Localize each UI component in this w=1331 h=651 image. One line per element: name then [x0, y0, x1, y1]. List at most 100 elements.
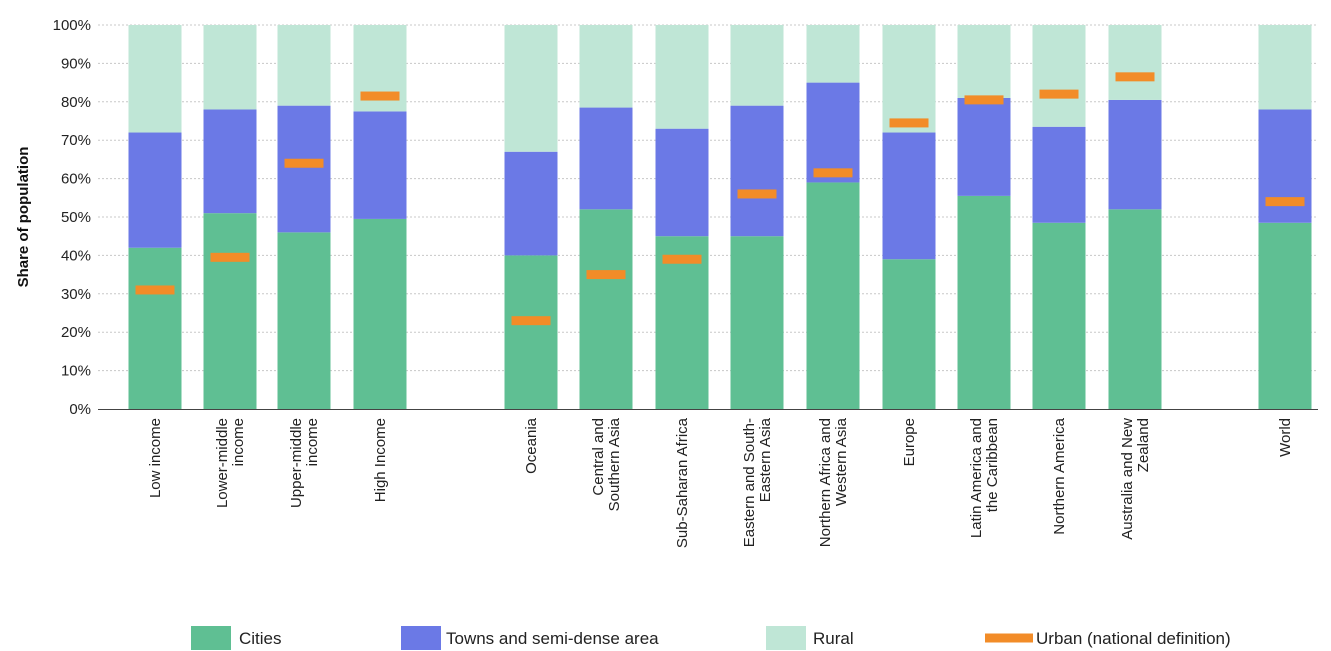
urban-marker [662, 254, 702, 264]
x-category-label: Sub-Saharan Africa [674, 417, 691, 548]
y-tick-label: 100% [53, 17, 91, 34]
bar-segment-towns [579, 107, 633, 210]
bar-segment-cities [730, 236, 784, 409]
bar-segment-towns [730, 105, 784, 237]
x-category-label: Central and Southern Asia [590, 417, 623, 511]
urban-marker [1115, 72, 1155, 82]
legend-swatch [191, 626, 231, 650]
x-category-label-line: Zealand [1135, 418, 1152, 472]
bars [128, 25, 1312, 409]
x-category-label: Low income [147, 418, 164, 498]
bar-segment-cities [504, 255, 558, 409]
legend-label: Rural [813, 629, 854, 648]
y-tick-label: 70% [61, 132, 91, 149]
x-category-label-line: Northern America [1051, 417, 1068, 534]
x-category-label: Latin America and the Caribbean [968, 418, 1001, 538]
x-category-label-line: Eastern Asia [757, 417, 774, 502]
bar-segment-cities [128, 247, 182, 409]
category-labels: Low income Lower-middle income Upper-middle… [147, 417, 1294, 548]
x-category-label: Europe [901, 418, 918, 466]
bar-segment-cities [579, 209, 633, 409]
legend: Cities Towns and semi-dense area Rural Urba… [191, 626, 1231, 650]
bar-segment-towns [128, 132, 182, 248]
x-category-label-line: Southern Asia [606, 417, 623, 511]
x-category-label: Lower-middle income [214, 418, 247, 508]
x-category-label-line: Central and [590, 418, 607, 496]
bar-segment-rural [128, 25, 182, 133]
bar-segment-towns [1108, 99, 1162, 210]
bar-segment-rural [1258, 25, 1312, 110]
x-category-label-line: Western Asia [833, 417, 850, 506]
bar-segment-rural [882, 25, 936, 133]
bar-segment-towns [957, 97, 1011, 196]
bar-segment-towns [806, 82, 860, 183]
urban-marker [1265, 197, 1305, 207]
bar-segment-towns [353, 111, 407, 219]
legend-label: Cities [239, 629, 282, 648]
x-category-label: High Income [372, 418, 389, 502]
urban-marker [586, 270, 626, 280]
y-tick-label: 80% [61, 94, 91, 111]
y-tick-label: 20% [61, 324, 91, 341]
x-category-label: Upper-middle income [288, 418, 321, 508]
bar-segment-cities [806, 182, 860, 409]
bar-segment-towns [277, 105, 331, 233]
x-category-label-line: High Income [372, 418, 389, 502]
x-category-label-line: income [230, 418, 247, 466]
x-category-label-line: Latin America and [968, 418, 985, 538]
bar-segment-cities [203, 213, 257, 409]
bar-segment-cities [655, 236, 709, 409]
bar-segment-towns [504, 151, 558, 256]
urban-markers [135, 72, 1305, 326]
bar-segment-cities [957, 195, 1011, 409]
y-tick-label: 30% [61, 286, 91, 303]
y-axis-title: Share of population [15, 147, 32, 288]
x-category-label-line: income [304, 418, 321, 466]
x-category-label: World [1277, 418, 1294, 457]
bar-segment-cities [1108, 209, 1162, 409]
bar-segment-cities [353, 218, 407, 409]
x-category-label: Eastern and South- Eastern Asia [741, 417, 774, 547]
legend-label: Urban (national definition) [1036, 629, 1231, 648]
x-category-label-line: Upper-middle [288, 418, 305, 508]
y-tick-label: 0% [69, 401, 91, 418]
x-category-label-line: the Caribbean [984, 418, 1001, 512]
urban-marker [889, 118, 929, 128]
y-tick-label: 40% [61, 247, 91, 264]
bar-segment-rural [203, 25, 257, 110]
urban-marker [210, 252, 250, 262]
legend-swatch [766, 626, 806, 650]
bar-segment-towns [882, 132, 936, 260]
y-tick-label: 10% [61, 363, 91, 380]
bar-segment-rural [579, 25, 633, 108]
urban-marker [284, 158, 324, 168]
bar-segment-rural [1032, 25, 1086, 127]
bar-segment-cities [1032, 222, 1086, 409]
x-category-label: Australia and New Zealand [1119, 418, 1152, 540]
x-category-label: Northern America [1051, 417, 1068, 534]
bar-segment-rural [806, 25, 860, 83]
urban-marker [1039, 89, 1079, 99]
bar-segment-cities [1258, 222, 1312, 409]
bar-segment-towns [1032, 126, 1086, 223]
legend-swatch [985, 633, 1033, 643]
urban-marker [135, 285, 175, 295]
y-tick-label: 60% [61, 171, 91, 188]
x-category-label-line: Low income [147, 418, 164, 498]
bar-segment-rural [957, 25, 1011, 98]
bar-segment-rural [730, 25, 784, 106]
y-tick-label: 50% [61, 209, 91, 226]
x-category-label-line: Sub-Saharan Africa [674, 417, 691, 548]
urban-marker [360, 91, 400, 101]
bar-segment-cities [882, 259, 936, 409]
axes: 0% 10% 20% 30% 40% 50% 60% 70% 80% 90% 100% [53, 17, 1318, 418]
x-category-label: Oceania [523, 417, 540, 474]
y-tick-label: 90% [61, 55, 91, 72]
x-category-label-line: Lower-middle [214, 418, 231, 508]
x-category-label-line: Europe [901, 418, 918, 466]
legend-label: Towns and semi-dense area [446, 629, 659, 648]
urban-marker [511, 316, 551, 326]
bar-segment-rural [1108, 25, 1162, 100]
bar-segment-towns [203, 109, 257, 214]
